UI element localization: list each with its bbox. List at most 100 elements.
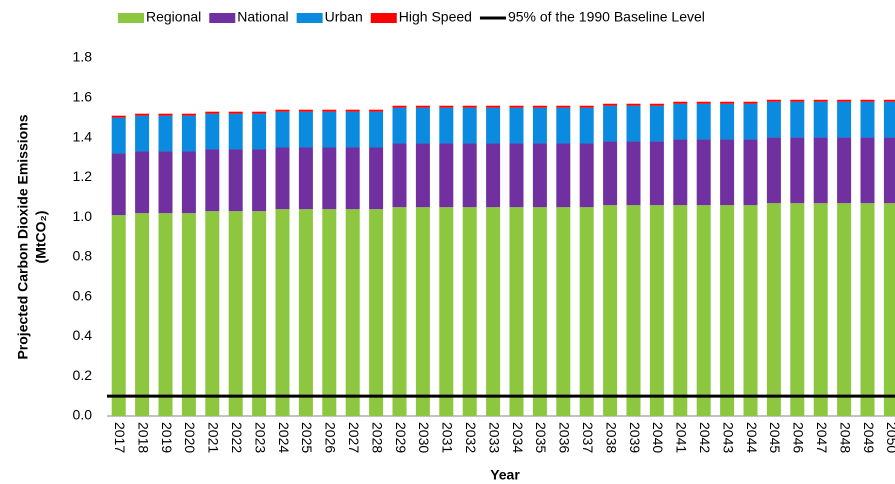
bar-segment (135, 151, 150, 214)
bar-segment (649, 205, 664, 416)
bar-segment (135, 115, 150, 152)
bar-segment (298, 209, 313, 416)
x-tick-label: 2018 (135, 422, 151, 453)
bar-segment (392, 143, 407, 208)
bar-segment (532, 105, 547, 108)
bar-segment (837, 99, 852, 102)
bar-segment (228, 113, 243, 150)
legend-label: High Speed (399, 9, 472, 25)
legend-label: Regional (146, 9, 201, 25)
bar-segment (673, 139, 688, 206)
x-tick-label: 2027 (346, 422, 362, 453)
y-tick-label: 0.0 (73, 407, 93, 423)
bar-segment (252, 149, 267, 212)
bar-segment (720, 101, 735, 104)
bar-segment (205, 113, 220, 150)
bar-segment (392, 107, 407, 144)
bar-segment (837, 101, 852, 138)
bar-segment (509, 143, 524, 208)
x-tick-label: 2020 (182, 422, 198, 453)
x-tick-label: 2022 (229, 422, 245, 453)
bar-segment (766, 99, 781, 102)
bar-segment (696, 101, 711, 104)
x-tick-label: 2031 (440, 422, 456, 453)
bar-segment (486, 105, 501, 108)
y-tick-label: 1.8 (73, 49, 93, 65)
x-tick-label: 2040 (650, 422, 666, 453)
bar-segment (720, 139, 735, 206)
bar-segment (532, 207, 547, 416)
bar-segment (743, 101, 758, 104)
x-tick-label: 2029 (393, 422, 409, 453)
bar-segment (556, 107, 571, 144)
bar-segment (462, 207, 477, 416)
bar-segment (345, 209, 360, 416)
bar-segment (228, 149, 243, 212)
bar-segment (322, 147, 337, 210)
bar-segment (298, 111, 313, 148)
bar-segment (486, 207, 501, 416)
bar-segment (135, 113, 150, 116)
bar-segment (415, 105, 430, 108)
bar-segment (345, 109, 360, 112)
bar-segment (181, 151, 196, 214)
bar-segment (181, 115, 196, 152)
bar-segment (673, 205, 688, 416)
x-tick-label: 2045 (767, 422, 783, 453)
bar-segment (158, 115, 173, 152)
x-tick-label: 2036 (557, 422, 573, 453)
bar-segment (556, 207, 571, 416)
bar-segment (532, 143, 547, 208)
bar-segment (298, 147, 313, 210)
x-tick-label: 2044 (744, 422, 760, 453)
bar-segment (439, 143, 454, 208)
bar-segment (509, 207, 524, 416)
bar-segment (439, 105, 454, 108)
bar-segment (766, 137, 781, 204)
bar-segment (158, 213, 173, 416)
bar-segment (369, 209, 384, 416)
x-tick-label: 2049 (861, 422, 877, 453)
x-tick-label: 2028 (369, 422, 385, 453)
bar-segment (883, 101, 895, 138)
y-tick-label: 0.8 (73, 248, 93, 264)
legend-label: 95% of the 1990 Baseline Level (508, 9, 705, 25)
legend-swatch (209, 13, 236, 23)
bar-segment (462, 105, 477, 108)
bar-segment (626, 205, 641, 416)
bar-segment (369, 111, 384, 148)
y-tick-label: 1.2 (73, 168, 93, 184)
bar-segment (556, 143, 571, 208)
bar-segment (626, 105, 641, 142)
bar-segment (111, 215, 126, 416)
bar-segment (603, 141, 618, 206)
bar-segment (790, 203, 805, 416)
bar-segment (392, 207, 407, 416)
x-tick-label: 2046 (791, 422, 807, 453)
bar-segment (743, 205, 758, 416)
x-tick-label: 2035 (533, 422, 549, 453)
bar-segment (532, 107, 547, 144)
bar-segment (649, 103, 664, 106)
bar-segment (883, 137, 895, 204)
bar-segment (626, 103, 641, 106)
x-tick-label: 2043 (720, 422, 736, 453)
bar-segment (181, 213, 196, 416)
y-tick-label: 0.2 (73, 367, 93, 383)
bar-segment (579, 207, 594, 416)
x-tick-label: 2033 (486, 422, 502, 453)
x-tick-label: 2032 (463, 422, 479, 453)
bar-segment (579, 107, 594, 144)
bar-segment (275, 111, 290, 148)
x-tick-label: 2030 (416, 422, 432, 453)
bar-segment (135, 213, 150, 416)
bar-segment (322, 111, 337, 148)
y-tick-label: 1.0 (73, 208, 93, 224)
bar-segment (322, 109, 337, 112)
y-axis-title: (MtCO₂) (33, 211, 49, 264)
x-tick-label: 2024 (276, 422, 292, 453)
x-tick-label: 2026 (323, 422, 339, 453)
bar-segment (228, 111, 243, 114)
x-tick-label: 2047 (814, 422, 830, 453)
